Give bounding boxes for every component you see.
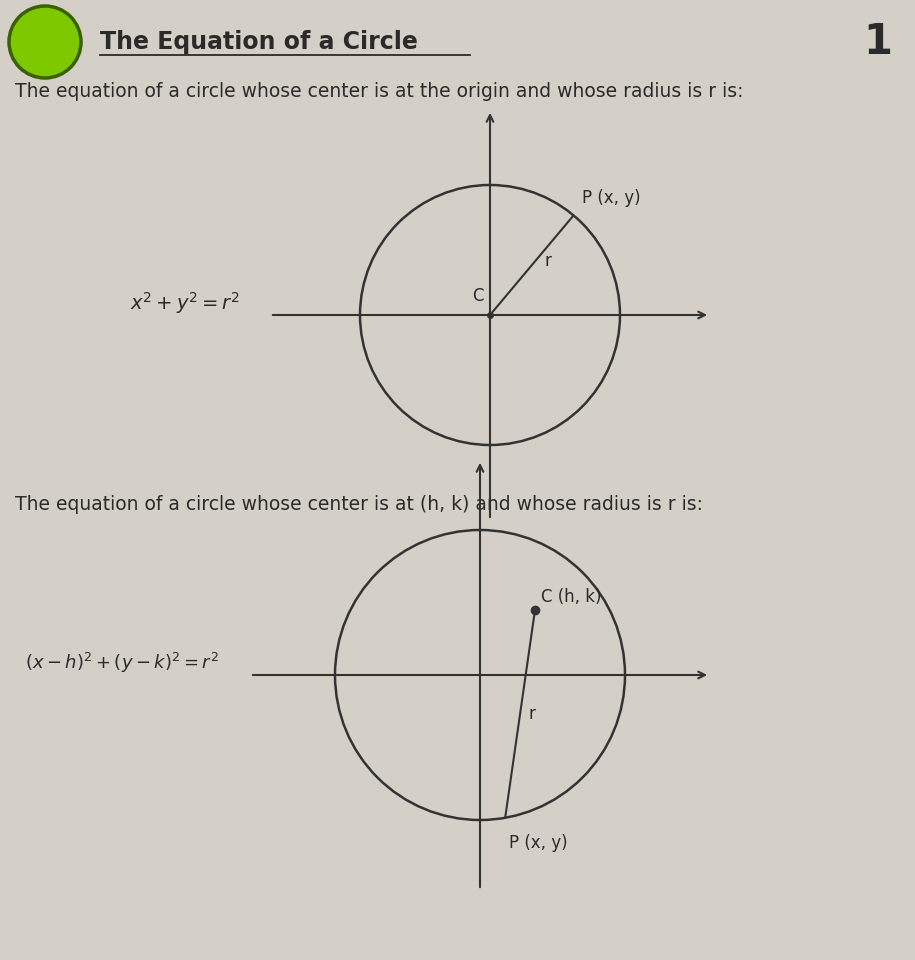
Text: The equation of a circle whose center is at the origin and whose radius is r is:: The equation of a circle whose center is… — [15, 82, 744, 101]
Text: C (h, k): C (h, k) — [541, 588, 601, 606]
Text: P (x, y): P (x, y) — [582, 189, 640, 207]
Text: The Equation of a Circle: The Equation of a Circle — [100, 30, 418, 54]
Circle shape — [9, 6, 81, 78]
Text: r: r — [528, 705, 535, 723]
Text: P (x, y): P (x, y) — [509, 834, 568, 852]
Text: $(x - h)^2 + (y - k)^2 = r^2$: $(x - h)^2 + (y - k)^2 = r^2$ — [25, 651, 219, 675]
Text: r: r — [544, 252, 552, 271]
Text: The equation of a circle whose center is at (h, k) and whose radius is r is:: The equation of a circle whose center is… — [15, 495, 703, 514]
Text: C: C — [472, 287, 484, 305]
Text: $x^2 + y^2 = r^2$: $x^2 + y^2 = r^2$ — [130, 290, 240, 316]
Text: 1: 1 — [864, 21, 892, 63]
